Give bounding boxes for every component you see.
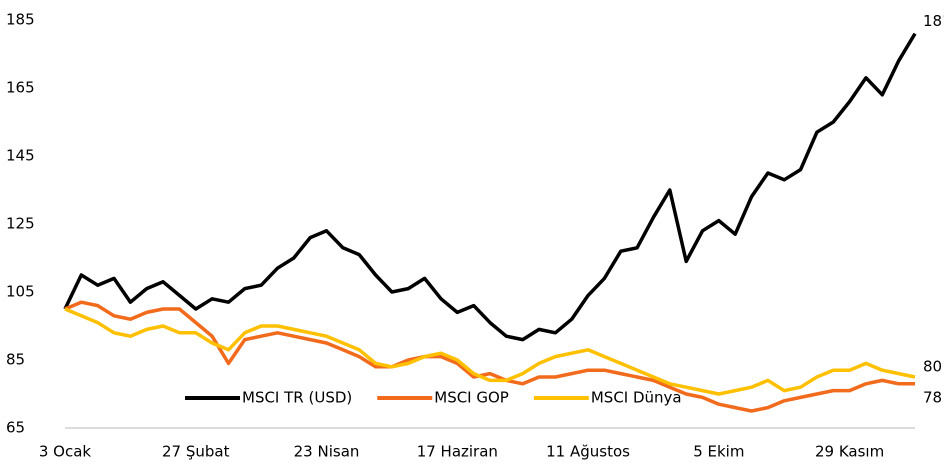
x-tick-label: 17 Haziran (417, 443, 498, 461)
y-tick-label: 105 (6, 283, 35, 301)
x-tick-label: 23 Nisan (294, 443, 360, 461)
legend-label: MSCI GOP (434, 389, 509, 407)
y-tick-label: 65 (6, 419, 25, 437)
end-label: 181 (923, 12, 944, 30)
legend-label: MSCI Dünya (591, 389, 682, 407)
legend-label: MSCI TR (USD) (242, 389, 352, 407)
y-tick-label: 165 (6, 79, 35, 97)
y-tick-label: 145 (6, 147, 35, 165)
y-tick-label: 185 (6, 11, 35, 29)
y-tick-label: 125 (6, 215, 35, 233)
x-tick-label: 11 Ağustos (546, 443, 630, 461)
y-tick-label: 85 (6, 351, 25, 369)
series-line (64, 307, 916, 396)
x-tick-label: 5 Ekim (693, 443, 744, 461)
x-tick-label: 27 Şubat (162, 443, 230, 461)
series-line (63, 32, 917, 342)
end-label: 78 (923, 388, 942, 406)
x-tick-label: 29 Kasım (815, 443, 884, 461)
series-line (64, 300, 915, 413)
end-label: 80 (923, 358, 942, 376)
x-tick-label: 3 Ocak (39, 443, 92, 461)
